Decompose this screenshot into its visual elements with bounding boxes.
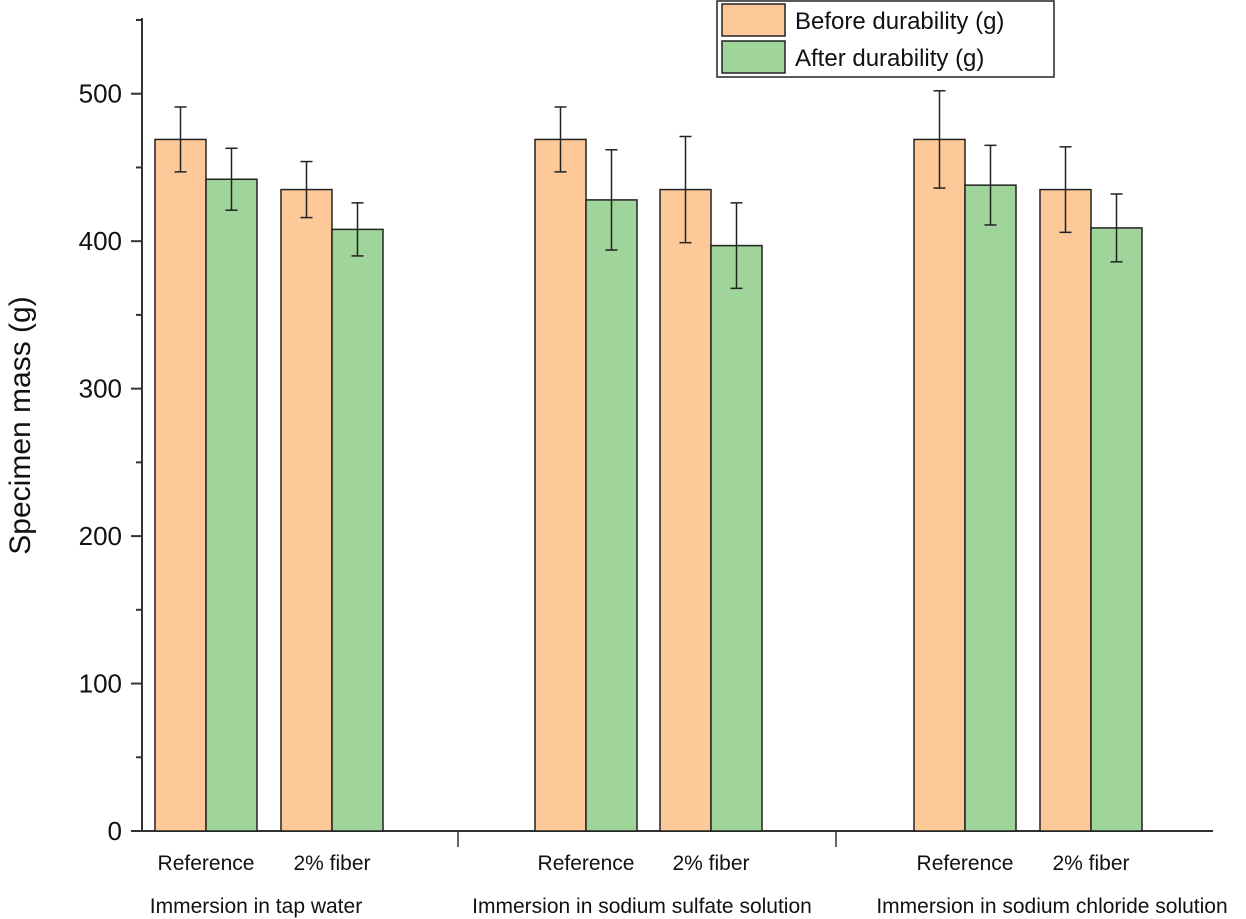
y-axis-label: Specimen mass (g)	[4, 296, 37, 554]
bar-before	[154, 138, 207, 832]
group-label: Immersion in tap water	[150, 895, 362, 918]
category-label: Reference	[917, 852, 1014, 875]
bars	[154, 90, 1143, 832]
bar-before	[1039, 188, 1092, 832]
category-label: Reference	[538, 852, 635, 875]
y-tick-label: 100	[79, 669, 122, 699]
labels: 0 100 200 300 400 500 Specimen mass (g) Referen…	[4, 79, 1228, 918]
y-tick-label: 200	[79, 521, 122, 551]
bar-after	[964, 184, 1017, 832]
category-label: Reference	[158, 852, 255, 875]
bar-before	[534, 138, 587, 832]
bar-after	[1090, 227, 1143, 832]
legend: Before durability (g) After durability (g…	[716, 0, 1055, 78]
group-label: Immersion in sodium sulfate solution	[472, 895, 812, 918]
category-label: 2% fiber	[672, 852, 749, 875]
bar-after	[710, 244, 763, 832]
y-tick-label: 300	[79, 374, 122, 404]
group-label: Immersion in sodium chloride solution	[876, 895, 1227, 918]
bar-after	[205, 178, 258, 832]
category-label: 2% fiber	[1052, 852, 1129, 875]
bar-after	[585, 199, 638, 832]
bar-before	[280, 188, 333, 832]
bar-before	[913, 138, 966, 832]
category-label: 2% fiber	[293, 852, 370, 875]
y-tick-label: 500	[79, 79, 122, 109]
legend-label: After durability (g)	[795, 45, 984, 72]
legend-swatch-after	[721, 40, 786, 74]
legend-label: Before durability (g)	[795, 8, 1004, 35]
bar-after	[331, 228, 384, 832]
y-tick-label: 0	[108, 816, 122, 846]
bar-before	[659, 188, 712, 832]
legend-swatch-before	[721, 3, 786, 37]
y-tick-label: 400	[79, 226, 122, 256]
